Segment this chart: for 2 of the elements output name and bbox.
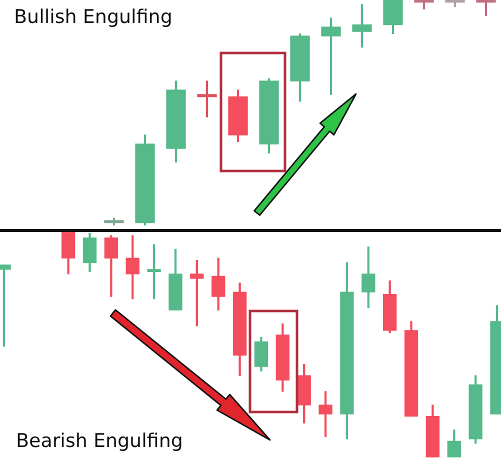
chart-title: Bullish Engulfing [14, 6, 172, 28]
text: Bearish Engulfing [16, 430, 183, 452]
